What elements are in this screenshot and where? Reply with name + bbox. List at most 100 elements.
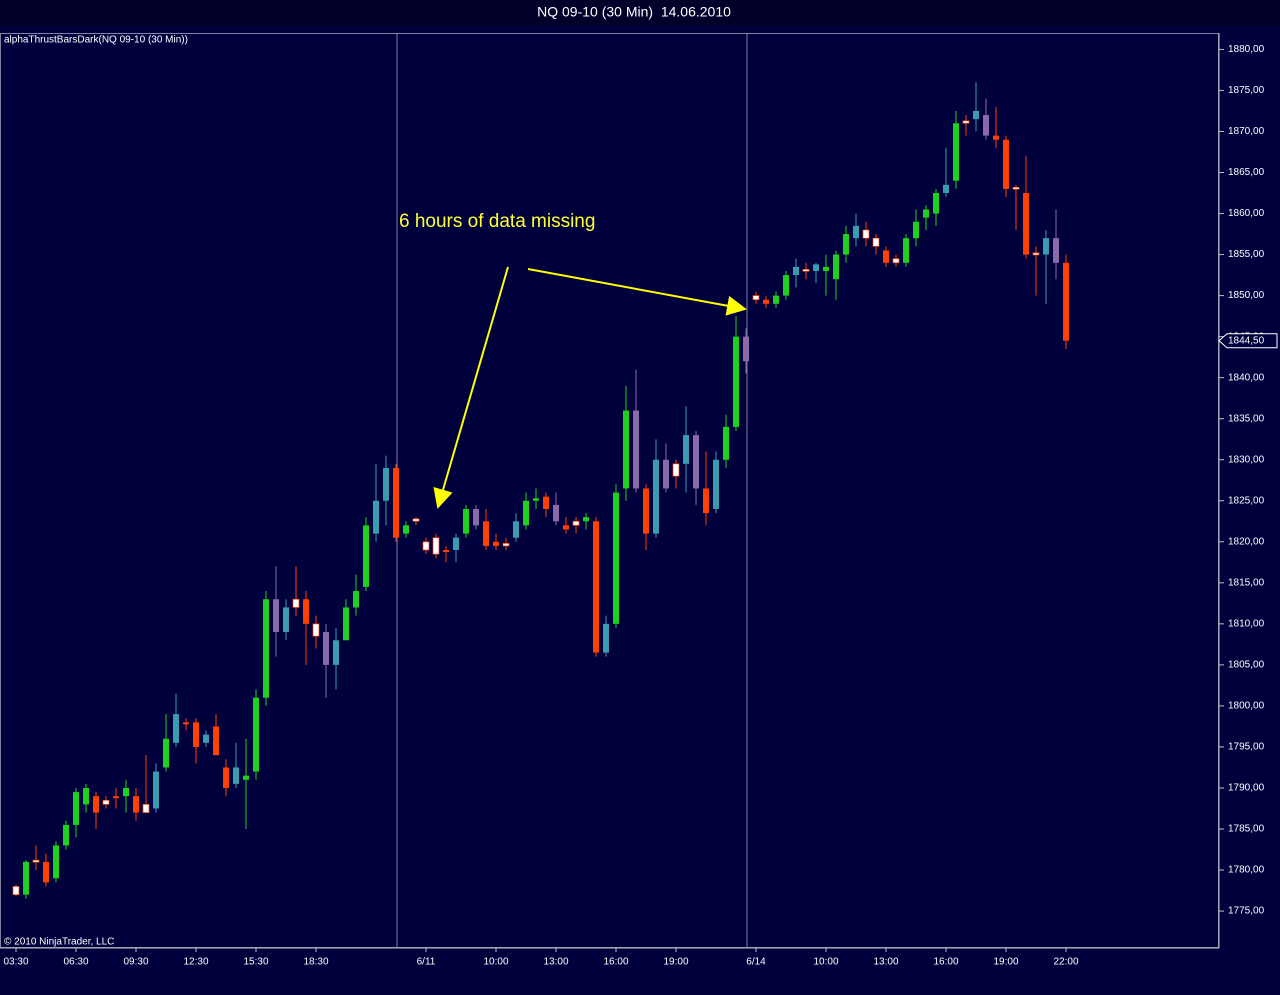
chart-title: NQ 09-10 (30 Min) 14.06.2010 [537,4,731,20]
candle-body [483,521,489,546]
candle-body [443,549,449,552]
y-tick-label: 1840,00 [1228,372,1265,383]
candle-body [843,234,849,255]
candle-body [872,237,880,247]
candle-body [133,796,139,813]
candle-body [23,861,29,895]
y-tick-label: 1825,00 [1228,495,1265,506]
candle-body [643,488,649,534]
annotation-arrow [527,268,747,316]
y-tick-label: 1865,00 [1228,167,1265,178]
candle-body [833,254,839,280]
x-tick-label: 19:00 [993,957,1018,968]
candle-body [953,123,959,181]
annotation: 6 hours of data missing [399,211,595,232]
candle-body [903,238,909,263]
last-price-label: 1844,50 [1228,335,1265,346]
y-tick-label: 1850,00 [1228,290,1265,301]
candle-body [563,525,569,530]
candle-body [763,299,769,304]
candle-body [393,467,399,538]
candle-body [733,336,739,427]
candle-body [743,336,749,362]
y-tick-label: 1830,00 [1228,454,1265,465]
candle-body [703,488,709,514]
candle-body [223,767,229,788]
candle-body [12,886,20,896]
y-tick-label: 1805,00 [1228,660,1265,671]
candle-body [553,504,559,522]
candle-body [312,623,320,637]
title-bar [0,0,1280,26]
candle-body [613,492,619,624]
candle-body [653,459,659,534]
candle-body [363,525,369,587]
y-tick-label: 1795,00 [1228,742,1265,753]
x-tick-label: 22:00 [1053,957,1078,968]
candle-body [663,459,669,489]
candle-body [793,266,799,276]
candle-body [943,184,949,194]
candle-body [422,541,430,551]
candle-body [693,435,699,489]
candle-body [1012,186,1020,190]
y-tick-label: 1800,00 [1228,701,1265,712]
y-tick-label: 1875,00 [1228,85,1265,96]
candle-body [412,518,420,522]
last-price-marker [1218,333,1278,349]
x-tick-label: 06:30 [63,957,88,968]
candle-body [123,787,129,797]
x-tick-label: 12:30 [183,957,208,968]
candle-body [333,640,339,665]
candle-body [163,738,169,768]
candle-body [1053,238,1059,263]
candle-body [623,410,629,489]
y-tick-label: 1815,00 [1228,577,1265,588]
candle-body [1023,193,1029,255]
candle-body [463,508,469,534]
candle-body [303,599,309,624]
y-tick-label: 1870,00 [1228,126,1265,137]
y-tick-label: 1785,00 [1228,824,1265,835]
candle-body [523,500,529,526]
candle-body [672,463,680,477]
copyright: © 2010 NinjaTrader, LLC [4,937,114,948]
candle-body [913,221,919,239]
candle-body [1003,139,1009,189]
y-tick-label: 1790,00 [1228,783,1265,794]
candle-body [203,734,209,743]
candle-body [243,775,249,780]
candle-body [153,771,159,809]
candle-body [752,295,760,301]
indicator-label: alphaThrustBarsDark(NQ 09-10 (30 Min)) [4,35,188,46]
candle-body [183,722,189,725]
candle-body [83,787,89,805]
candle-body [273,599,279,633]
candle-body [813,264,819,271]
candle-body [892,258,900,264]
candle-body [583,517,589,522]
candle-body [53,845,59,879]
candle-body [713,459,719,509]
x-tick-label: 10:00 [483,957,508,968]
candle-body [493,541,499,546]
x-tick-label: 13:00 [543,957,568,968]
candle-body [142,804,150,813]
y-tick-label: 1855,00 [1228,249,1265,260]
candle-body [593,521,599,653]
candle-body [253,697,259,772]
candle-body [403,525,409,534]
candle-body [533,498,539,501]
candle-body [923,209,929,218]
y-tick-label: 1775,00 [1228,906,1265,917]
candle-body [962,120,970,124]
x-tick-label: 13:00 [873,957,898,968]
x-tick-label: 03:30 [3,957,28,968]
candle-body [233,767,239,784]
candle-body [983,115,989,136]
candle-body [193,722,199,747]
candle-body [323,632,329,665]
y-tick-label: 1820,00 [1228,536,1265,547]
